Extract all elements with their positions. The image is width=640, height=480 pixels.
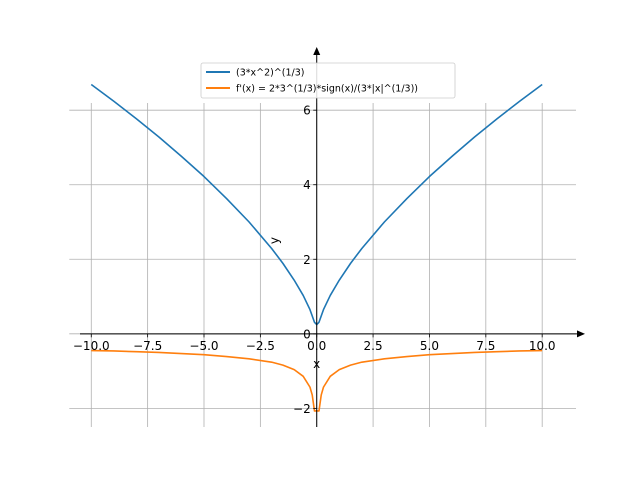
legend-entry-series-2: f'(x) = 2*3^(1/3)*sign(x)/(3*|x|^(1/3))	[236, 84, 418, 95]
legend: (3*x^2)^(1/3) f'(x) = 2*3^(1/3)*sign(x)/…	[200, 62, 456, 99]
ticks: −10.0 −7.5 −5.0 −2.5 0.0 2.5 5.0 7.5 10.0 −2 0 2 4 6	[73, 104, 556, 416]
x-tick-label: 7.5	[476, 339, 495, 353]
x-tick-label: 5.0	[420, 339, 439, 353]
y-tick-label: 2	[303, 253, 311, 267]
y-tick-label: 4	[303, 178, 311, 192]
y-tick-label: 6	[303, 104, 311, 118]
x-axis-arrow	[577, 330, 585, 338]
legend-entry-series-1: (3*x^2)^(1/3)	[236, 68, 305, 79]
x-tick-label: −5.0	[189, 339, 218, 353]
x-tick-label: −10.0	[73, 339, 110, 353]
y-axis-label: y	[268, 237, 282, 244]
x-tick-label: 10.0	[529, 339, 556, 353]
y-axis-arrow	[313, 47, 321, 55]
x-tick-label: 0.0	[307, 339, 326, 353]
x-tick-label: −2.5	[246, 339, 275, 353]
x-tick-label: 2.5	[364, 339, 383, 353]
grid	[69, 103, 576, 427]
legend-frame	[200, 62, 456, 99]
axes	[80, 47, 585, 427]
x-axis-label: x	[313, 357, 320, 371]
y-tick-label: −2	[293, 402, 311, 416]
y-tick-label: 0	[303, 327, 311, 341]
x-tick-label: −7.5	[133, 339, 162, 353]
